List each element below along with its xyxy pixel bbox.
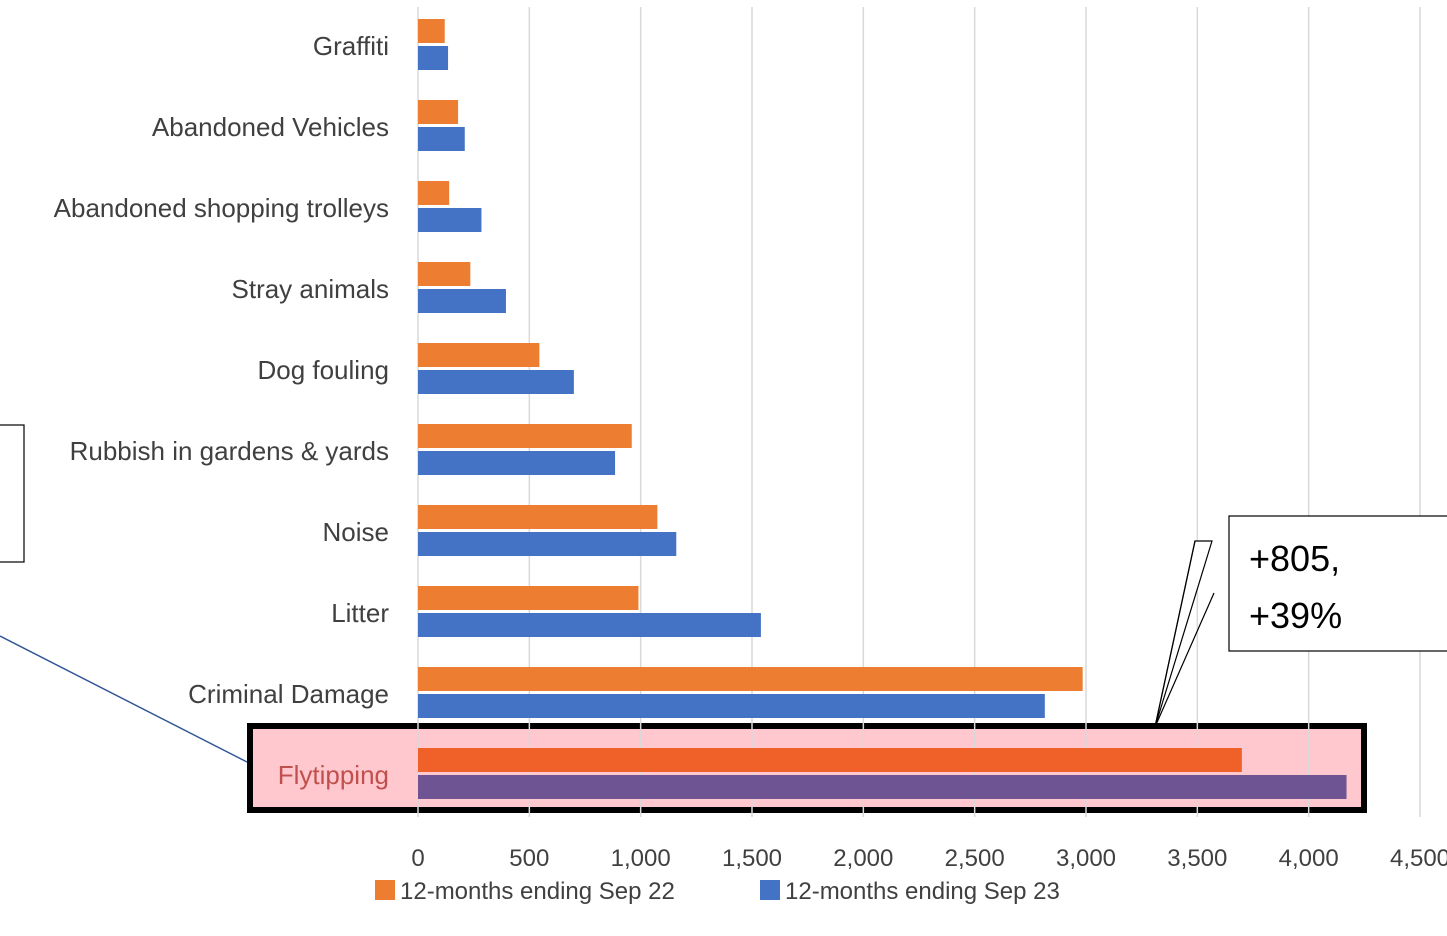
bar-abandoned-shopping-trolleys-series-2 — [418, 208, 482, 232]
bar-litter-series-1 — [418, 586, 639, 610]
bar-abandoned-vehicles-series-2 — [418, 127, 465, 151]
callouts: +805, +39% — [0, 424, 1447, 763]
callout-change-absolute: +805, — [1249, 538, 1340, 579]
bar-criminal-damage-series-2 — [418, 694, 1045, 718]
bar-rubbish-in-gardens-and-yards-series-2 — [418, 451, 616, 475]
bar-graffiti-series-2 — [418, 46, 449, 70]
bar-dog-fouling-series-2 — [418, 370, 574, 394]
category-label-noise: Noise — [323, 517, 389, 547]
x-tick-label-1000: 1,000 — [611, 845, 671, 872]
bar-rubbish-in-gardens-and-yards-series-1 — [418, 424, 632, 448]
bar-abandoned-vehicles-series-1 — [418, 100, 459, 124]
category-label-graffiti: Graffiti — [313, 31, 389, 61]
right-callout-box — [1228, 515, 1447, 652]
x-tick-label-3500: 3,500 — [1167, 845, 1227, 872]
legend-swatch-sep23 — [760, 880, 780, 900]
category-label-criminal-damage: Criminal Damage — [188, 679, 389, 709]
bar-graffiti-series-1 — [418, 19, 445, 43]
left-callout-leader — [0, 635, 248, 763]
category-label-rubbish-in-gardens-and-yards: Rubbish in gardens & yards — [70, 436, 389, 466]
category-label-litter: Litter — [331, 598, 389, 628]
x-tick-label-500: 500 — [509, 845, 549, 872]
left-callout-box — [0, 424, 25, 563]
bar-noise-series-1 — [418, 505, 658, 529]
category-label-dog-fouling: Dog fouling — [257, 355, 389, 385]
category-label-abandoned-shopping-trolleys: Abandoned shopping trolleys — [54, 193, 389, 223]
x-tick-label-2500: 2,500 — [945, 845, 1005, 872]
bars — [418, 19, 1347, 799]
legend-label-sep23: 12-months ending Sep 23 — [785, 878, 1060, 905]
bar-criminal-damage-series-1 — [418, 667, 1083, 691]
x-tick-labels: 0 500 1,000 1,500 2,000 2,500 3,000 3,500 4,000 4… — [411, 845, 1447, 872]
right-callout-pointer — [1154, 540, 1213, 728]
bar-flytipping-series-1 — [418, 748, 1242, 772]
right-callout-pointer-line-a — [1154, 540, 1196, 728]
category-label-abandoned-vehicles: Abandoned Vehicles — [152, 112, 389, 142]
x-tick-label-3000: 3,000 — [1056, 845, 1116, 872]
x-tick-label-4500: 4,500 — [1390, 845, 1447, 872]
callout-change-percent: +39% — [1249, 595, 1342, 636]
x-tick-label-1500: 1,500 — [722, 845, 782, 872]
category-label-flytipping: Flytipping — [278, 760, 389, 790]
bar-abandoned-shopping-trolleys-series-1 — [418, 181, 450, 205]
bar-noise-series-2 — [418, 532, 677, 556]
bar-stray-animals-series-2 — [418, 289, 506, 313]
category-label-stray-animals: Stray animals — [232, 274, 390, 304]
bar-litter-series-2 — [418, 613, 761, 637]
x-tick-label-2000: 2,000 — [833, 845, 893, 872]
x-tick-label-0: 0 — [411, 845, 424, 872]
x-tick-label-4000: 4,000 — [1279, 845, 1339, 872]
legend-swatch-sep22 — [375, 880, 395, 900]
category-labels: Graffiti Abandoned Vehicles Abandoned shop… — [54, 31, 390, 790]
bar-stray-animals-series-1 — [418, 262, 471, 286]
legend-label-sep22: 12-months ending Sep 22 — [400, 878, 675, 905]
right-callout-pointer-line-b — [1154, 592, 1215, 728]
bar-flytipping-series-2 — [418, 775, 1347, 799]
legend: 12-months ending Sep 22 12-months ending… — [375, 878, 1060, 905]
bar-dog-fouling-series-1 — [418, 343, 540, 367]
